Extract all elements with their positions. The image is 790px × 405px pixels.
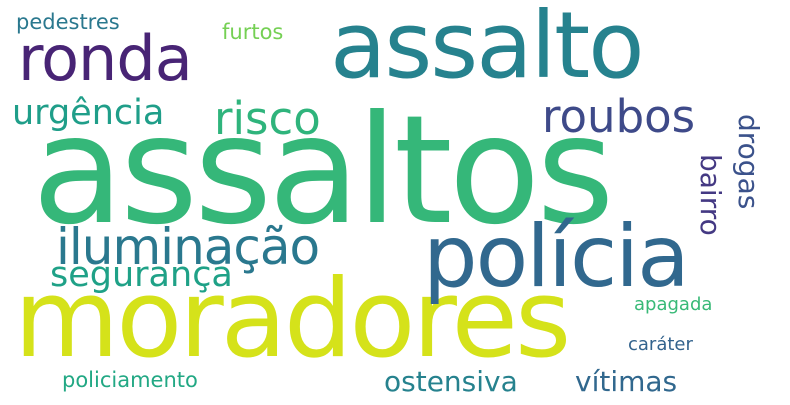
word-carater: caráter [628,334,693,355]
word-risco: risco [214,92,321,145]
word-iluminacao: iluminação [56,218,320,276]
word-drogas: drogas [732,114,765,210]
word-ronda: ronda [18,22,193,95]
word-furtos: furtos [222,20,284,44]
word-policia: polícia [423,207,690,307]
word-vitimas: vítimas [575,365,678,398]
word-roubos: roubos [542,90,696,143]
word-pedestres: pedestres [16,10,120,34]
word-seguranca: segurança [50,255,233,295]
word-moradores: moradores [14,257,571,382]
word-urgencia: urgência [12,93,165,133]
word-apagada: apagada [634,294,713,315]
word-assalto: assalto [330,0,645,99]
word-policiamento: policiamento [62,368,198,392]
word-assaltos: assaltos [32,84,615,258]
word-ostensiva: ostensiva [384,365,518,398]
word-bairro: bairro [694,154,727,236]
